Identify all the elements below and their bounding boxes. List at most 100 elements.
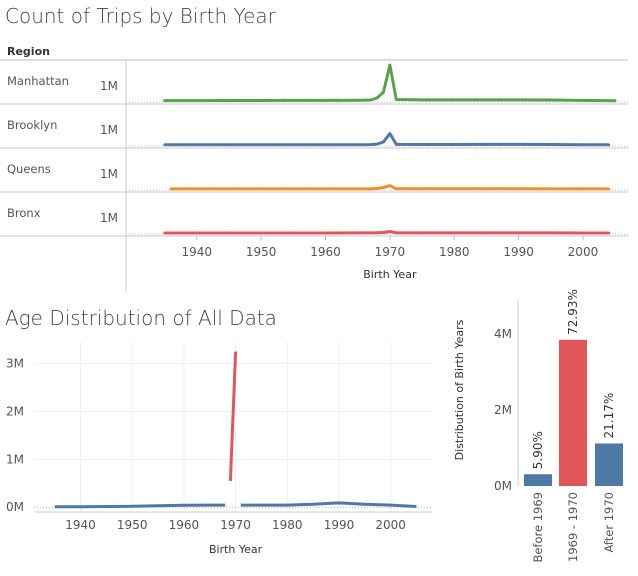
data-point: [259, 187, 263, 191]
x-tick-label: 1960: [310, 245, 341, 259]
y-axis-label: Distribution of Birth Years: [453, 319, 466, 460]
data-point: [549, 231, 553, 235]
data-point: [195, 231, 199, 235]
data-point: [195, 143, 199, 147]
data-point: [485, 187, 488, 191]
data-point: [613, 99, 617, 103]
data-point: [163, 99, 167, 103]
region-label: Bronx: [7, 206, 41, 220]
data-point: [324, 231, 327, 235]
y-tick-label: 2M: [6, 404, 24, 418]
data-point: [485, 231, 488, 235]
data-point: [356, 187, 360, 191]
data-point: [581, 187, 585, 191]
data-point: [375, 231, 379, 235]
y-tick-label: 0M: [6, 500, 24, 514]
data-point: [169, 187, 173, 191]
x-tick-label: 1970: [220, 518, 251, 532]
data-point: [259, 99, 263, 102]
bar-value-label: 21.17%: [602, 393, 616, 439]
age-distribution-chart: 0M 1M 2M 3M 1940 1950 1960 1970 1980 1990 2000 Birt…: [6, 342, 432, 556]
x-tick-label: 1950: [246, 245, 277, 259]
region-label: Brooklyn: [7, 118, 57, 132]
data-point: [291, 231, 295, 235]
row-tick-label: 1M: [100, 167, 118, 181]
data-point: [227, 187, 231, 191]
bar-value-label: 5.90%: [531, 431, 545, 469]
data-point: [517, 142, 520, 146]
category-label: Before 1969: [531, 492, 545, 563]
data-point: [259, 231, 263, 235]
data-point: [420, 98, 424, 102]
y-tick-label: 3M: [6, 357, 24, 371]
data-point: [607, 143, 611, 147]
x-tick-label: 2000: [375, 518, 406, 532]
data-point: [581, 143, 585, 147]
x-tick-label: 1980: [272, 518, 303, 532]
data-point: [485, 143, 488, 146]
category-label: After 1970: [602, 492, 616, 553]
data-point: [291, 99, 295, 102]
series-line: [54, 503, 226, 509]
data-point: [388, 184, 392, 188]
data-point: [452, 143, 456, 146]
data-point: [356, 143, 360, 147]
birth-year-bar-chart: Distribution of Birth Years 0M 2M 4M 5.90% Be…: [453, 289, 623, 563]
x-axis-label: Birth Year: [363, 268, 417, 281]
region-label: Queens: [7, 162, 51, 176]
data-point: [549, 98, 553, 102]
data-point: [452, 98, 456, 102]
bar: [524, 474, 552, 486]
y-tick-label: 1M: [6, 452, 24, 466]
data-point: [388, 63, 392, 67]
data-point: [452, 187, 456, 191]
region-label: Manhattan: [7, 74, 69, 88]
data-point: [375, 187, 379, 190]
x-tick-label: 1940: [182, 245, 213, 259]
data-point: [375, 96, 379, 100]
x-tick-label: 1960: [169, 518, 200, 532]
data-point: [227, 231, 231, 235]
data-point: [369, 98, 372, 102]
row-tick-label: 1M: [100, 123, 118, 137]
data-point: [291, 143, 295, 147]
data-point: [369, 143, 372, 147]
data-point: [581, 231, 585, 235]
bar-value-label: 72.93%: [566, 289, 580, 335]
data-point: [485, 98, 488, 102]
data-point: [369, 187, 372, 191]
data-point: [163, 231, 167, 235]
data-point: [388, 230, 392, 233]
row-tick-label: 1M: [100, 211, 118, 225]
region-trips-chart: Region Manhattan 1M Brooklyn 1M Queens 1M Bronx…: [0, 45, 628, 292]
data-point: [195, 187, 199, 191]
data-point: [382, 231, 385, 234]
x-tick-label: 1990: [324, 518, 355, 532]
data-point: [382, 186, 385, 189]
data-point: [607, 187, 611, 191]
y-tick-label: 4M: [494, 327, 512, 341]
data-point: [388, 132, 392, 136]
data-point: [607, 231, 611, 235]
data-point: [324, 143, 327, 147]
data-point: [369, 231, 372, 235]
data-point: [356, 231, 360, 235]
data-point: [356, 98, 360, 102]
data-point: [549, 143, 553, 146]
bar: [559, 339, 587, 486]
category-label: 1969 - 1970: [566, 492, 580, 562]
chart2-title: Age Distribution of All Data: [5, 306, 277, 330]
data-point: [394, 231, 398, 235]
data-point: [382, 90, 385, 94]
data-point: [517, 98, 520, 102]
row-tick-label: 1M: [100, 79, 118, 93]
x-tick-label: 1970: [375, 245, 406, 259]
region-header: Region: [7, 45, 50, 58]
data-point: [394, 98, 398, 101]
data-point: [163, 143, 167, 147]
data-point: [420, 231, 424, 235]
data-point: [195, 99, 199, 102]
data-point: [394, 187, 398, 191]
data-point: [324, 187, 327, 191]
y-tick-label: 0M: [494, 479, 512, 493]
